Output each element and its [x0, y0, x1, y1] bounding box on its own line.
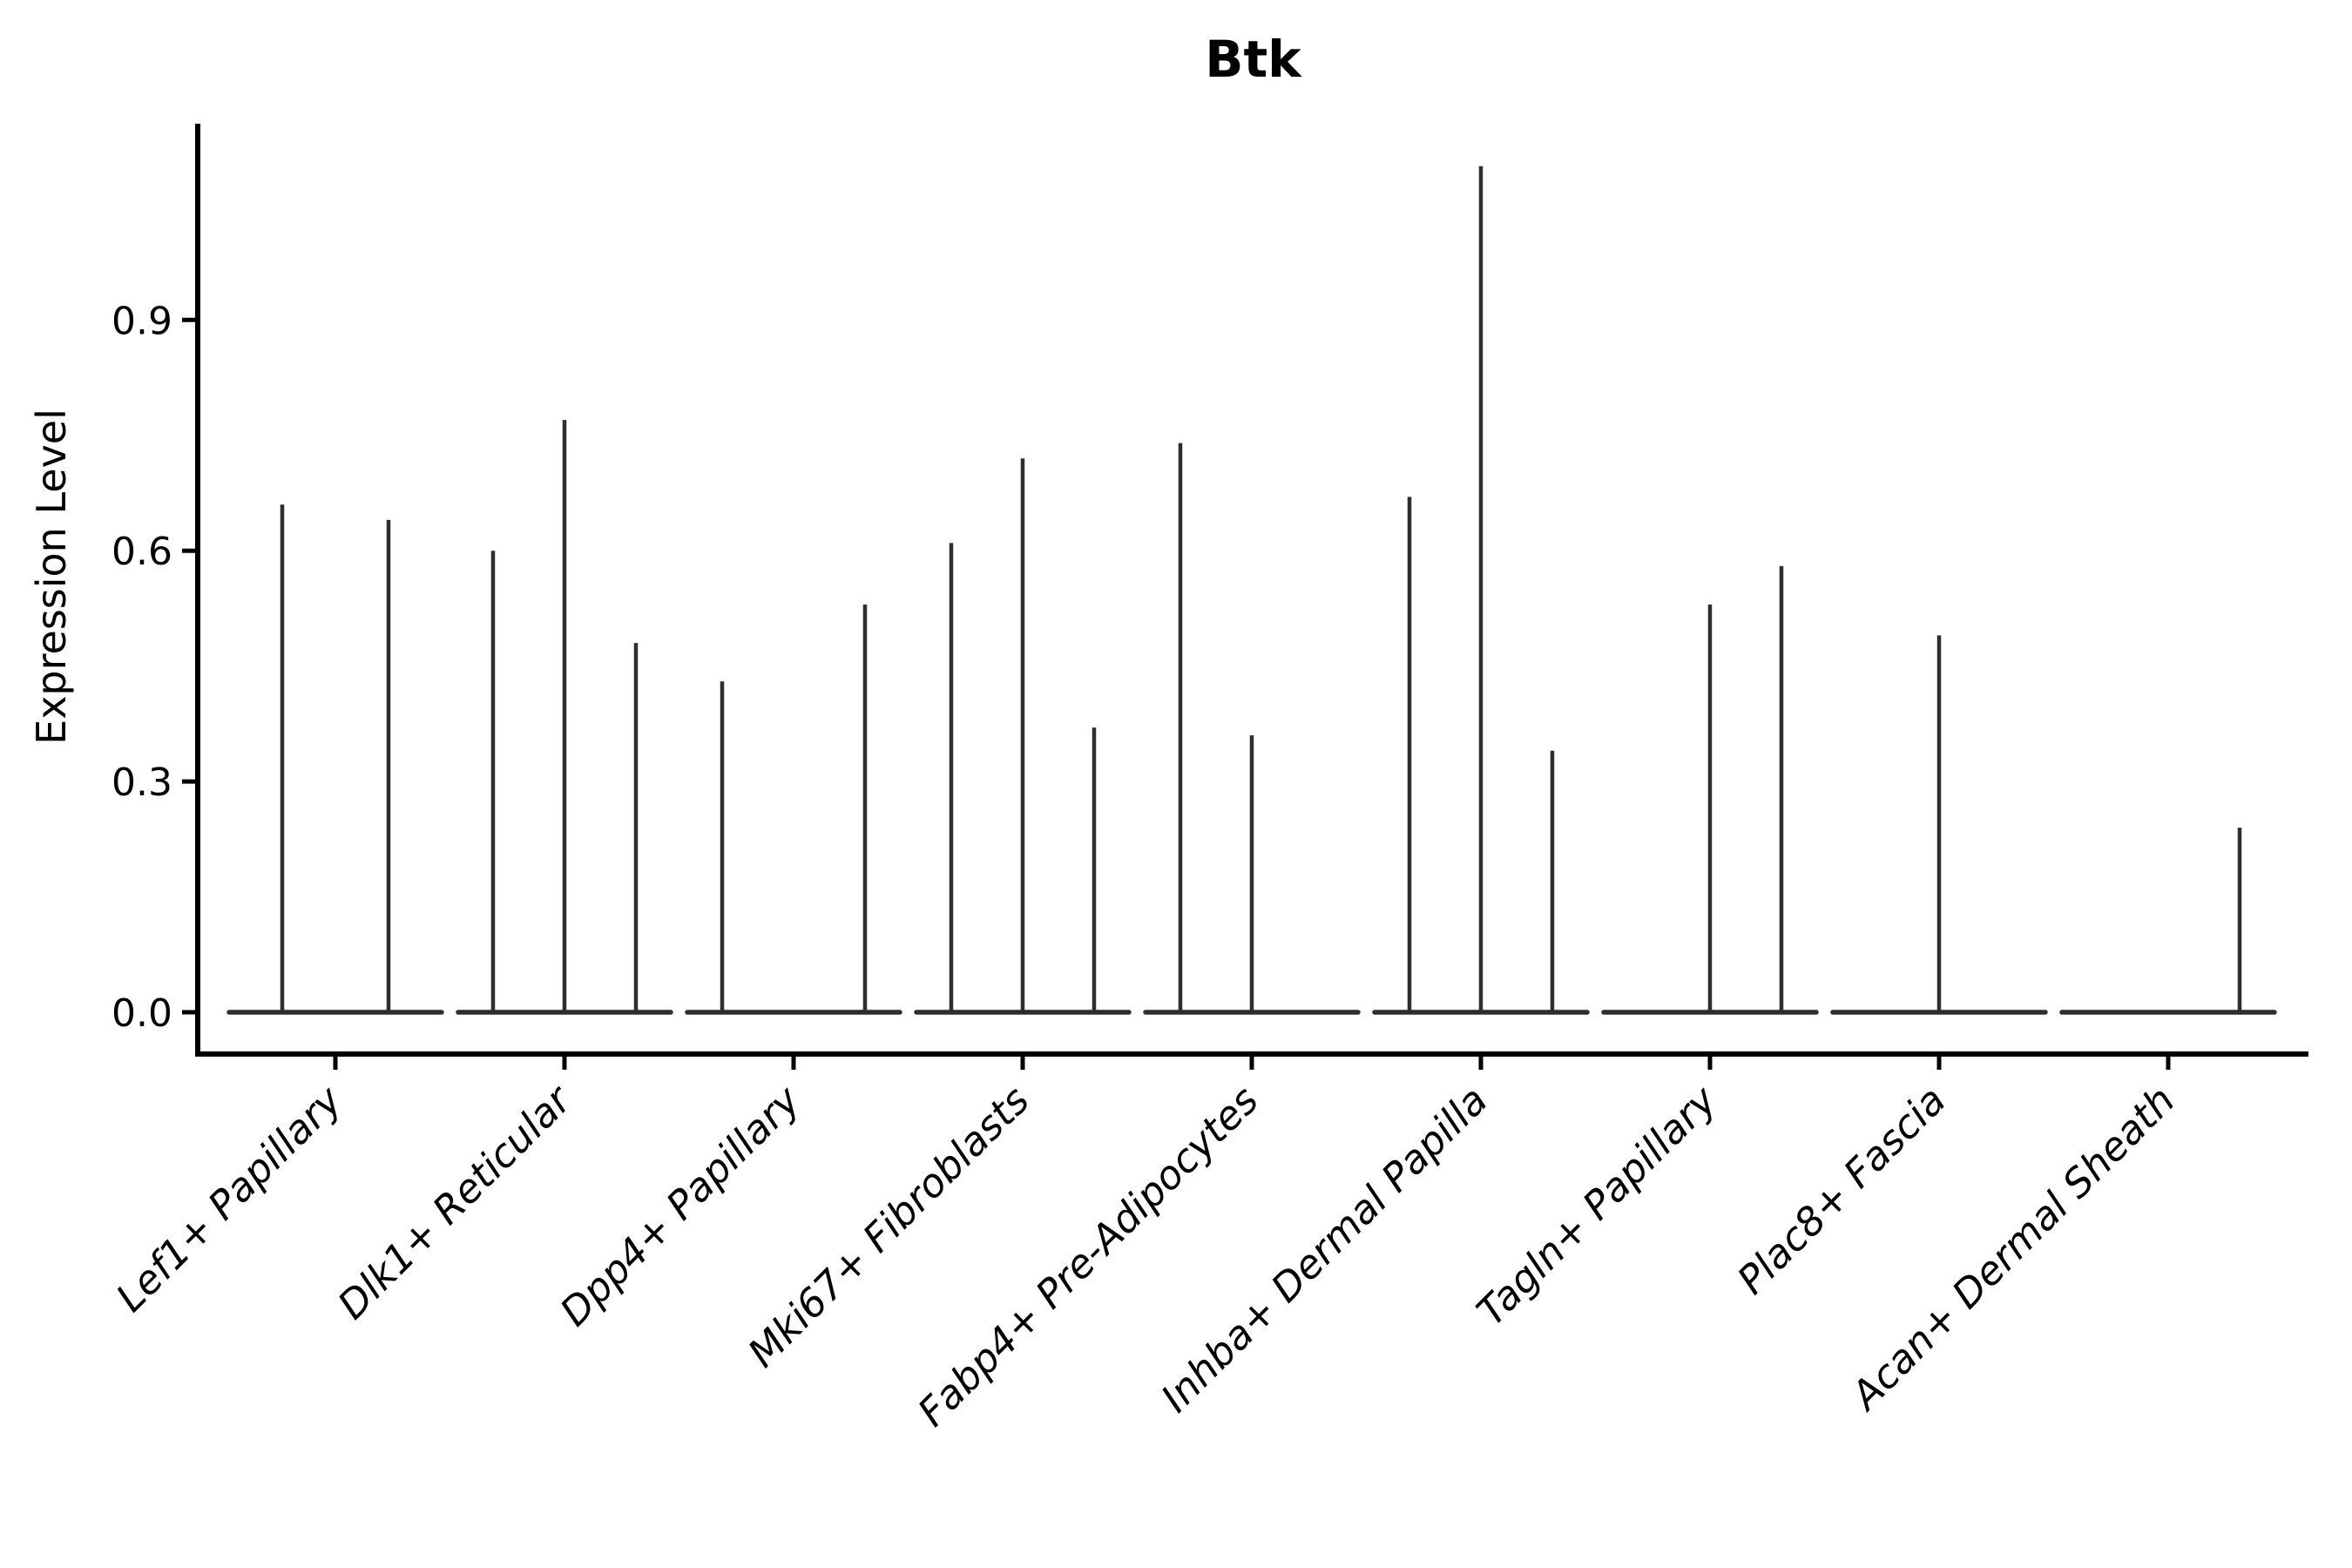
x-tick-label: Dpp4+ Papillary: [551, 1076, 810, 1335]
x-tick-label: Dlk1+ Reticular: [328, 1076, 581, 1328]
x-tick-label: Tagln+ Papillary: [1468, 1076, 1727, 1335]
y-tick-label: 0.6: [112, 530, 172, 574]
chart-title: Btk: [1205, 30, 1301, 89]
y-tick-label: 0.9: [112, 299, 172, 343]
x-tick-label: Lef1+ Papillary: [107, 1076, 352, 1321]
y-tick-label: 0.0: [112, 991, 172, 1036]
x-tick-label: Plac8+ Fascia: [1728, 1077, 1955, 1303]
y-tick-label: 0.3: [112, 760, 172, 805]
